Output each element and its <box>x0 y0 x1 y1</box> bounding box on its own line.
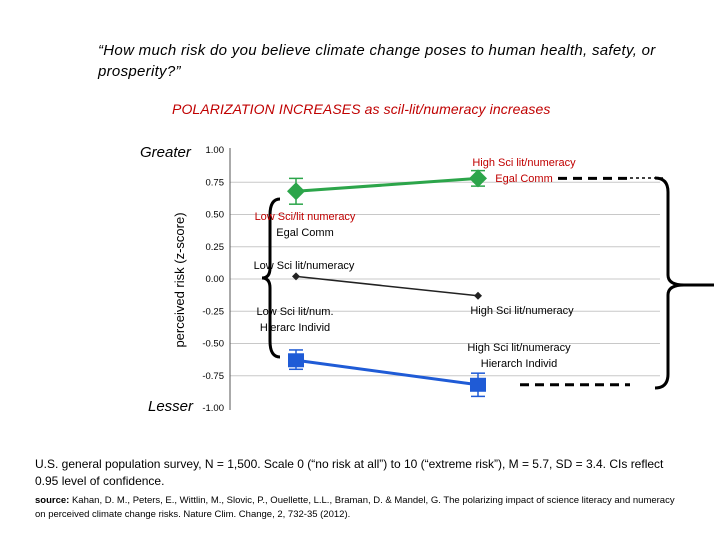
source-label: source: <box>35 495 70 506</box>
y-tick-label: 1.00 <box>206 145 225 156</box>
source-citation: source: Kahan, D. M., Peters, E., Wittli… <box>35 494 685 522</box>
annotation-label: Low Sci/lit numeracy <box>255 211 356 223</box>
spread-bracket-large <box>654 176 685 390</box>
y-tick-label: 0.50 <box>206 210 225 221</box>
series-line <box>295 275 479 297</box>
y-tick-label: 0.75 <box>206 177 225 188</box>
y-tick-label: -0.75 <box>202 371 224 382</box>
data-point <box>470 377 486 392</box>
source-text: Kahan, D. M., Peters, E., Wittlin, M., S… <box>35 495 675 520</box>
spread-bracket-small <box>261 197 281 359</box>
annotation-label: Hierarc Individ <box>260 322 330 334</box>
data-point <box>469 169 487 188</box>
annotation-label: Egal Comm <box>495 173 552 185</box>
y-axis-label: perceived risk (z-score) <box>172 212 187 347</box>
data-point <box>287 182 305 201</box>
survey-question: “How much risk do you believe climate ch… <box>98 42 656 80</box>
annotation-label: Low Sci lit/num. <box>256 306 333 318</box>
axis-top-label: Greater <box>140 144 191 161</box>
data-point <box>288 353 304 368</box>
chart: 1.00 0.75 0.50 0.25 0.00 -0.25 -0.50 -0.75 -1.00… <box>172 145 714 414</box>
axis-bottom-label: Lesser <box>148 398 194 415</box>
annotation-label: High Sci lit/numeracy <box>467 342 571 354</box>
annotation-label: Low Sci lit/numeracy <box>254 260 355 272</box>
annotation-label: Hierarch Individ <box>481 358 557 370</box>
y-tick-label: -0.25 <box>202 306 224 317</box>
annotation-label: High Sci lit/numeracy <box>472 157 576 169</box>
annotation-label: Egal Comm <box>276 227 333 239</box>
series-line <box>295 176 479 193</box>
y-tick-label: -1.00 <box>202 403 224 414</box>
y-tick-label: 0.00 <box>206 274 225 285</box>
headline: POLARIZATION INCREASES as scil-lit/numer… <box>172 101 551 117</box>
y-tick-label: -0.50 <box>202 339 224 350</box>
data-point <box>474 291 482 300</box>
data-point <box>292 272 300 281</box>
survey-note: U.S. general population survey, N = 1,50… <box>35 457 664 488</box>
annotation-label: High Sci lit/numeracy <box>470 305 574 317</box>
y-tick-label: 0.25 <box>206 242 225 253</box>
series-line <box>295 358 479 387</box>
